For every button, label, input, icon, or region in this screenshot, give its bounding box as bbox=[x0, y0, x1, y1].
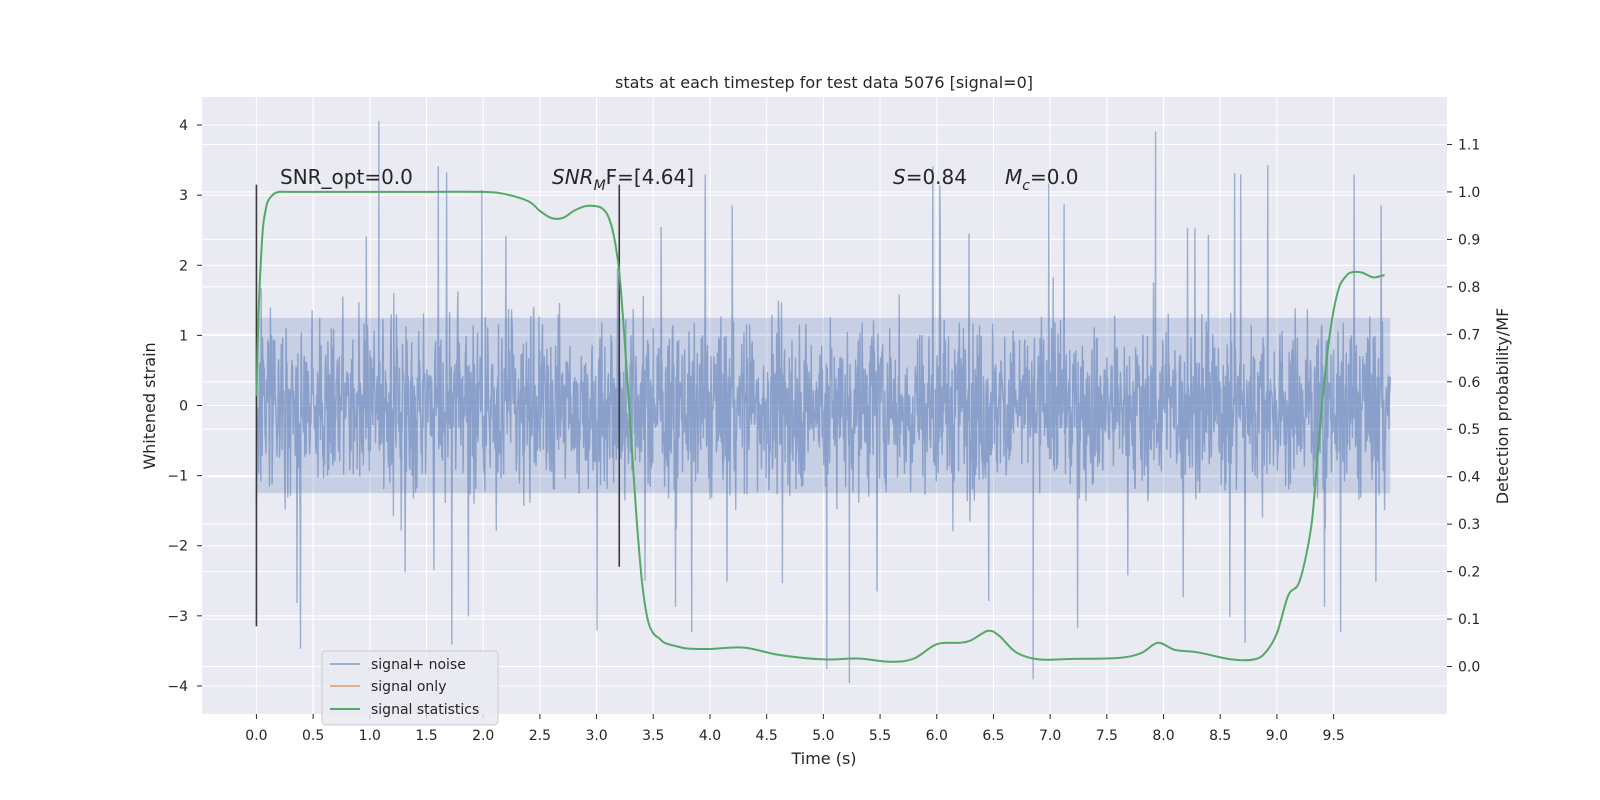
vertical-markers bbox=[255, 184, 621, 627]
x-tick-label: 9.5 bbox=[1322, 728, 1344, 744]
legend-label-signal-only: signal only bbox=[371, 679, 446, 695]
y2-tick-label: 1.0 bbox=[1458, 185, 1480, 201]
x-tick-label: 5.5 bbox=[869, 728, 891, 744]
legend: signal+ noise signal only signal statist… bbox=[321, 650, 499, 726]
y2-tick-label: 0.8 bbox=[1458, 280, 1480, 296]
y-tick-label: 3 bbox=[179, 188, 188, 204]
statistics-series bbox=[255, 190, 1385, 663]
x-axis-label: Time (s) bbox=[790, 749, 856, 768]
y2-tick-label: 0.1 bbox=[1458, 612, 1480, 628]
y-tick-label: 2 bbox=[179, 258, 188, 274]
y2-tick-label: 0.3 bbox=[1458, 517, 1480, 533]
y2-tick-label: 0.9 bbox=[1458, 232, 1480, 248]
x-tick-label: 5.0 bbox=[812, 728, 834, 744]
x-tick-label: 6.5 bbox=[982, 728, 1004, 744]
annotation-mc-head: M bbox=[1005, 165, 1022, 189]
annotation-snr-mf-tail: F=[4.64] bbox=[606, 165, 694, 189]
x-tick-label: 8.0 bbox=[1152, 728, 1174, 744]
annotation-snr-mf: SNRMF=[4.64] bbox=[552, 165, 694, 194]
chart-title: stats at each timestep for test data 507… bbox=[615, 73, 1033, 92]
x-tick-label: 1.5 bbox=[415, 728, 437, 744]
annotation-mc: Mc=0.0 bbox=[1005, 165, 1079, 194]
y-axis-label: Whitened strain bbox=[140, 342, 159, 469]
y2-tick-label: 0.6 bbox=[1458, 375, 1480, 391]
noise-series bbox=[255, 120, 1391, 684]
y-tick-label: −4 bbox=[167, 679, 188, 695]
x-tick-label: 4.5 bbox=[756, 728, 778, 744]
x-tick-label: 4.0 bbox=[699, 728, 721, 744]
annotation-snr-opt: SNR_opt=0.0 bbox=[280, 165, 413, 189]
annotation-s-head: S bbox=[893, 165, 906, 189]
y-tick-label: −2 bbox=[167, 539, 188, 555]
x-tick-label: 0.5 bbox=[302, 728, 324, 744]
x-tick-label: 7.5 bbox=[1096, 728, 1118, 744]
noise-core-band bbox=[256, 317, 1391, 494]
annotation-s-tail: =0.84 bbox=[906, 165, 967, 189]
legend-label-noise: signal+ noise bbox=[371, 657, 466, 673]
y-tick-label: 4 bbox=[179, 118, 188, 134]
x-tick-label: 1.0 bbox=[359, 728, 381, 744]
y2-axis-label: Detection probability/MF bbox=[1493, 308, 1512, 505]
y2-tick-label: 0.7 bbox=[1458, 327, 1480, 343]
legend-label-statistics: signal statistics bbox=[371, 702, 479, 718]
x-tick-label: 2.5 bbox=[529, 728, 551, 744]
y-tick-label: −3 bbox=[167, 609, 188, 625]
x-tick-label: 8.5 bbox=[1209, 728, 1231, 744]
x-tick-label: 2.0 bbox=[472, 728, 494, 744]
y2-tick-label: 0.4 bbox=[1458, 470, 1480, 486]
y2-tick-label: 0.2 bbox=[1458, 565, 1480, 581]
x-tick-label: 0.0 bbox=[245, 728, 267, 744]
y-tick-label: 0 bbox=[179, 399, 188, 415]
noise-line bbox=[255, 120, 1391, 684]
ticks: 0.0 0.5 1.0 1.5 2.0 2.5 3.0 3.5 4.0 4.5 5.0 5.5 6.0 6… bbox=[167, 118, 1480, 744]
y2-tick-label: 1.1 bbox=[1458, 137, 1480, 153]
y2-tick-label: 0.5 bbox=[1458, 422, 1480, 438]
y-tick-label: 1 bbox=[179, 328, 188, 344]
x-tick-label: 3.0 bbox=[585, 728, 607, 744]
x-tick-label: 6.0 bbox=[926, 728, 948, 744]
y2-tick-label: 0.0 bbox=[1458, 660, 1480, 676]
statistics-line bbox=[255, 190, 1385, 663]
annotation-mc-tail: =0.0 bbox=[1030, 165, 1079, 189]
legend-box bbox=[321, 650, 499, 726]
x-tick-label: 3.5 bbox=[642, 728, 664, 744]
y-tick-label: −1 bbox=[167, 469, 188, 485]
annotation-snr-mf-head: SNR bbox=[552, 165, 594, 189]
x-tick-label: 7.0 bbox=[1039, 728, 1061, 744]
annotation-snr-mf-sub: M bbox=[594, 178, 606, 194]
annotation-s: S=0.84 bbox=[893, 165, 967, 189]
annotation-mc-sub: c bbox=[1022, 178, 1030, 194]
x-tick-label: 9.0 bbox=[1266, 728, 1288, 744]
